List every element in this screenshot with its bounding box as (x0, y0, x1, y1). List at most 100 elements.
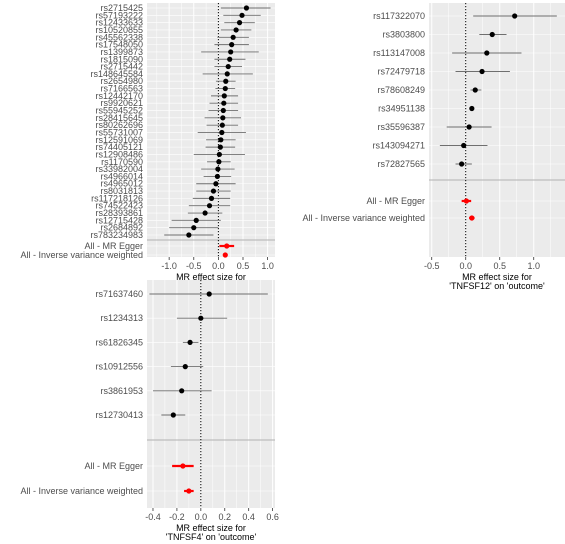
snp-label: rs28393861 (95, 208, 143, 218)
snp-point (224, 71, 230, 77)
snp-point (206, 291, 212, 297)
x-tick-label: -0.2 (169, 512, 185, 522)
snp-point (216, 159, 222, 165)
snp-label: rs80262696 (95, 120, 143, 130)
snp-label: rs57193222 (95, 10, 143, 20)
snp-label: rs9920621 (100, 98, 143, 108)
snp-label: rs34951138 (378, 104, 425, 114)
snp-point (219, 122, 225, 128)
snp-label: rs2715425 (100, 3, 143, 13)
snp-point (193, 217, 199, 223)
summary-point (469, 215, 475, 221)
snp-label: rs2715442 (100, 62, 143, 72)
x-tick-label: 1.0 (527, 261, 540, 271)
x-tick-label: 0.5 (237, 261, 250, 271)
x-tick-label: -0.4 (145, 512, 161, 522)
snp-point (461, 142, 467, 149)
snp-point (220, 107, 226, 114)
snp-point (466, 124, 472, 130)
snp-point (215, 166, 221, 172)
snp-label: rs12433633 (95, 18, 143, 28)
snp-label: rs72479718 (377, 67, 425, 77)
snp-label: rs17548050 (95, 40, 143, 50)
snp-point (221, 100, 227, 106)
x-tick-label: 0.0 (459, 261, 472, 271)
snp-point (217, 144, 223, 150)
summary-label: All - MR Egger (84, 241, 143, 251)
summary-label: All - Inverse variance weighted (20, 486, 143, 496)
snp-point (222, 85, 228, 92)
snp-label: rs33982004 (95, 164, 143, 174)
summary-point (180, 463, 186, 469)
snp-label: rs71637460 (95, 289, 143, 299)
snp-label: rs72827565 (377, 159, 425, 169)
snp-label: rs10912556 (95, 362, 143, 372)
snp-label: rs35596387 (377, 122, 425, 132)
snp-point (225, 63, 231, 70)
snp-label: rs61826345 (95, 337, 143, 347)
snp-point (208, 195, 215, 201)
snp-point (179, 388, 185, 394)
x-tick-label: 0.0 (195, 512, 208, 522)
snp-label: rs74522423 (95, 201, 143, 211)
summary-label: All - Inverse variance weighted (20, 250, 143, 260)
snp-label: rs117218126 (91, 193, 143, 203)
snp-point (186, 232, 192, 238)
snp-point (198, 315, 204, 321)
snp-point (233, 27, 239, 33)
snp-label: rs1815090 (100, 54, 143, 64)
snp-label: rs78608249 (377, 85, 425, 95)
x-tick-label: -0.5 (186, 261, 202, 271)
x-tick-label: 0.6 (266, 512, 279, 522)
panel-background (147, 280, 275, 508)
snp-label: rs148645584 (90, 69, 143, 79)
snp-point (227, 56, 233, 62)
snp-point (206, 203, 213, 209)
snp-label: rs3861953 (100, 386, 143, 396)
snp-point (459, 161, 465, 167)
x-tick-label: 0.4 (242, 512, 255, 522)
snp-label: rs12730413 (95, 410, 143, 420)
snp-point (218, 137, 224, 143)
snp-label: rs12442170 (95, 91, 143, 101)
snp-point (239, 12, 245, 18)
snp-label: rs55731007 (95, 127, 143, 137)
panel-background (147, 3, 275, 257)
snp-label: rs28415645 (95, 113, 143, 123)
snp-point (230, 34, 236, 40)
summary-point (186, 488, 192, 494)
snp-label: rs12715428 (95, 215, 143, 225)
x-tick-label: -1.0 (161, 261, 177, 271)
summary-label: All - MR Egger (84, 461, 143, 471)
snp-point (512, 13, 518, 19)
summary-label: All - MR Egger (366, 196, 425, 206)
snp-point (220, 115, 226, 121)
snp-label: rs74405121 (95, 142, 143, 152)
snp-label: rs1170590 (101, 157, 143, 167)
snp-point (479, 68, 485, 75)
snp-point (221, 93, 227, 99)
snp-label: rs2654980 (100, 76, 143, 86)
snp-label: rs4966014 (100, 171, 143, 181)
snp-point (469, 105, 475, 112)
snp-label: rs10520855 (95, 25, 143, 35)
x-tick-label: 0.5 (493, 261, 506, 271)
snp-point (243, 5, 250, 11)
summary-label: All - Inverse variance weighted (302, 213, 425, 223)
snp-point (489, 31, 495, 38)
snp-point (219, 129, 225, 136)
snp-point (214, 173, 220, 180)
snp-label: rs3803800 (382, 30, 425, 40)
snp-point (182, 364, 188, 370)
summary-point (463, 198, 469, 204)
snp-label: rs113147008 (373, 48, 425, 58)
x-axis-label-exposure: 'TNFSF4' on 'outcome' (166, 532, 257, 542)
snp-point (216, 151, 222, 158)
snp-point (213, 181, 219, 187)
snp-label: rs45562338 (95, 32, 143, 42)
snp-label: rs1399873 (100, 47, 143, 57)
snp-label: rs7166563 (100, 84, 143, 94)
x-axis-label: MR effect size for (462, 272, 532, 282)
snp-point (202, 210, 208, 216)
